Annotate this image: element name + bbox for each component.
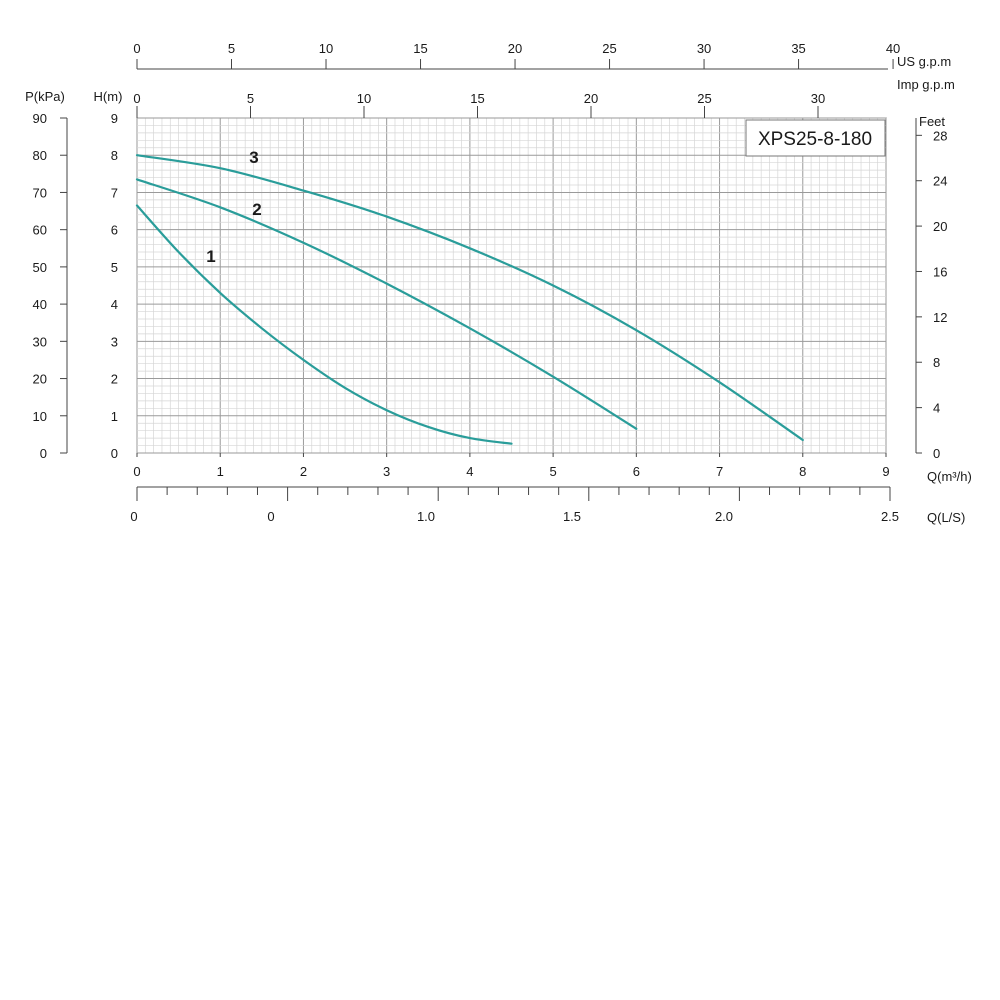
curve-3-line: [135, 154, 804, 442]
us-gpm-tick-label: 10: [319, 41, 333, 56]
feet-tick-label: 12: [933, 310, 947, 325]
x-tick-label: 3: [383, 464, 390, 479]
y-tick-label: 8: [111, 148, 118, 163]
ls-tick-label: 2.5: [881, 509, 899, 524]
model-title-box: [745, 119, 886, 157]
ls-tick-label: 0: [267, 509, 274, 524]
imp-gpm-tick-label: 0: [133, 91, 140, 106]
ls-tick-label: 0: [130, 509, 137, 524]
kpa-tick-label: 40: [33, 297, 47, 312]
us-gpm-tick-label: 0: [133, 41, 140, 56]
chart-title: XPS25-8-180: [758, 129, 872, 150]
x-tick-label: 4: [466, 464, 473, 479]
kpa-tick-label: 30: [33, 334, 47, 349]
feet-tick-label: 24: [933, 174, 947, 189]
y-tick-label: 4: [111, 297, 118, 312]
feet-tick-label: 28: [933, 128, 947, 143]
feet-tick-label: 20: [933, 219, 947, 234]
kpa-tick-label: 60: [33, 223, 47, 238]
y-tick-label: 9: [111, 111, 118, 126]
curve-1-line: [135, 204, 513, 445]
imp-gpm-tick-label: 20: [584, 91, 598, 106]
x-tick-label: 5: [549, 464, 556, 479]
x-tick-label: 1: [217, 464, 224, 479]
us-gpm-tick-label: 30: [697, 41, 711, 56]
us-gpm-tick-label: 40: [886, 41, 900, 56]
y-tick-label: 7: [111, 185, 118, 200]
ls-axis-title: Q(L/S): [927, 510, 965, 525]
imp-gpm-tick-label: 25: [697, 91, 711, 106]
y-tick-label: 3: [111, 334, 118, 349]
imp-gpm-tick-label: 5: [247, 91, 254, 106]
feet-tick-label: 0: [933, 446, 940, 461]
feet-tick-label: 8: [933, 355, 940, 370]
curve-2-label: 2: [252, 200, 261, 219]
feet-tick-label: 4: [933, 401, 940, 416]
chart-labels: Q(m³/h) H(m) P(kPa) Feet US g.p.m Imp g.p.m Q(…: [25, 54, 972, 525]
ls-tick-label: 1.0: [417, 509, 435, 524]
x-tick-label: 8: [799, 464, 806, 479]
curve-3-label: 3: [249, 148, 258, 167]
y-tick-label: 6: [111, 223, 118, 238]
x-axis-title: Q(m³/h): [927, 469, 972, 484]
us-gpm-tick-label: 20: [508, 41, 522, 56]
imp-gpm-axis-title: Imp g.p.m: [897, 77, 955, 92]
us-gpm-tick-label: 35: [791, 41, 805, 56]
us-gpm-tick-label: 25: [602, 41, 616, 56]
x-tick-label: 6: [633, 464, 640, 479]
ls-tick-label: 2.0: [715, 509, 733, 524]
kpa-tick-label: 20: [33, 372, 47, 387]
imp-gpm-tick-label: 10: [357, 91, 371, 106]
kpa-tick-label: 90: [33, 111, 47, 126]
curve-1-label: 1: [206, 247, 215, 266]
x-tick-label: 9: [882, 464, 889, 479]
kpa-tick-label: 0: [40, 446, 47, 461]
y-axis-title: H(m): [94, 89, 123, 104]
kpa-axis-title: P(kPa): [25, 89, 65, 104]
kpa-tick-label: 10: [33, 409, 47, 424]
x-tick-label: 7: [716, 464, 723, 479]
y-tick-label: 0: [111, 446, 118, 461]
kpa-tick-label: 80: [33, 148, 47, 163]
series-group: [135, 154, 804, 445]
kpa-tick-label: 70: [33, 185, 47, 200]
feet-tick-label: 16: [933, 264, 947, 279]
ls-tick-label: 1.5: [563, 509, 581, 524]
curve-2-line: [135, 178, 638, 430]
kpa-tick-label: 50: [33, 260, 47, 275]
y-tick-label: 1: [111, 409, 118, 424]
chart-axes: 0 1 2 3 4 5 6 7 8 9012345678901020304050607080900…: [33, 41, 948, 524]
us-gpm-tick-label: 15: [413, 41, 427, 56]
us-gpm-axis-title: US g.p.m: [897, 54, 951, 69]
us-gpm-tick-label: 5: [228, 41, 235, 56]
x-tick-label: 2: [300, 464, 307, 479]
imp-gpm-tick-label: 30: [811, 91, 825, 106]
plot-grid: [136, 117, 887, 454]
y-tick-label: 2: [111, 372, 118, 387]
x-tick-label: 0: [133, 464, 140, 479]
imp-gpm-tick-label: 15: [470, 91, 484, 106]
y-tick-label: 5: [111, 260, 118, 275]
feet-axis-title: Feet: [919, 114, 945, 129]
